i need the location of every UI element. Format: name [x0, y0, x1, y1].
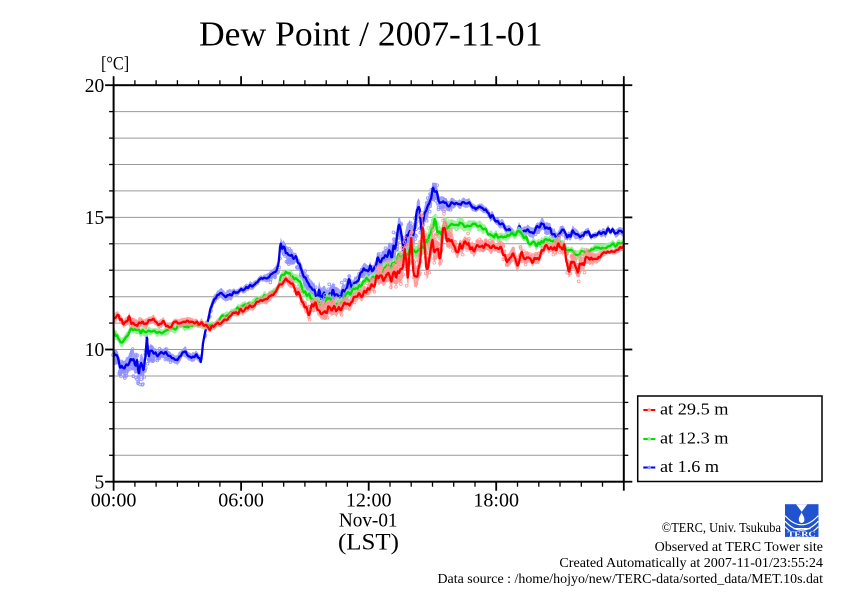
- svg-text:at 12.3 m: at 12.3 m: [660, 429, 729, 448]
- svg-text:©TERC, Univ. Tsukuba: ©TERC, Univ. Tsukuba: [662, 521, 782, 536]
- svg-text:at 1.6 m: at 1.6 m: [660, 457, 719, 476]
- svg-text:TERC: TERC: [788, 530, 816, 538]
- svg-text:Nov-01: Nov-01: [339, 511, 398, 532]
- svg-text:12:00: 12:00: [346, 491, 392, 512]
- svg-text:Dew Point / 2007-11-01: Dew Point / 2007-11-01: [199, 15, 543, 54]
- svg-text:Observed at TERC Tower site: Observed at TERC Tower site: [655, 540, 823, 555]
- svg-text:15: 15: [85, 208, 105, 229]
- svg-text:20: 20: [85, 76, 105, 97]
- svg-text:Data source : /home/hojyo/new/: Data source : /home/hojyo/new/TERC-data/…: [438, 572, 824, 587]
- svg-text:Created Automatically at 2007-: Created Automatically at 2007-11-01/23:5…: [559, 556, 823, 571]
- svg-text:10: 10: [85, 340, 105, 361]
- svg-text:06:00: 06:00: [218, 491, 264, 512]
- svg-text:at 29.5 m: at 29.5 m: [660, 400, 729, 419]
- svg-text:[°C]: [°C]: [101, 53, 129, 74]
- svg-text:18:00: 18:00: [473, 491, 519, 512]
- svg-text:5: 5: [95, 472, 105, 493]
- svg-text:(LST): (LST): [338, 530, 399, 555]
- svg-text:00:00: 00:00: [91, 491, 137, 512]
